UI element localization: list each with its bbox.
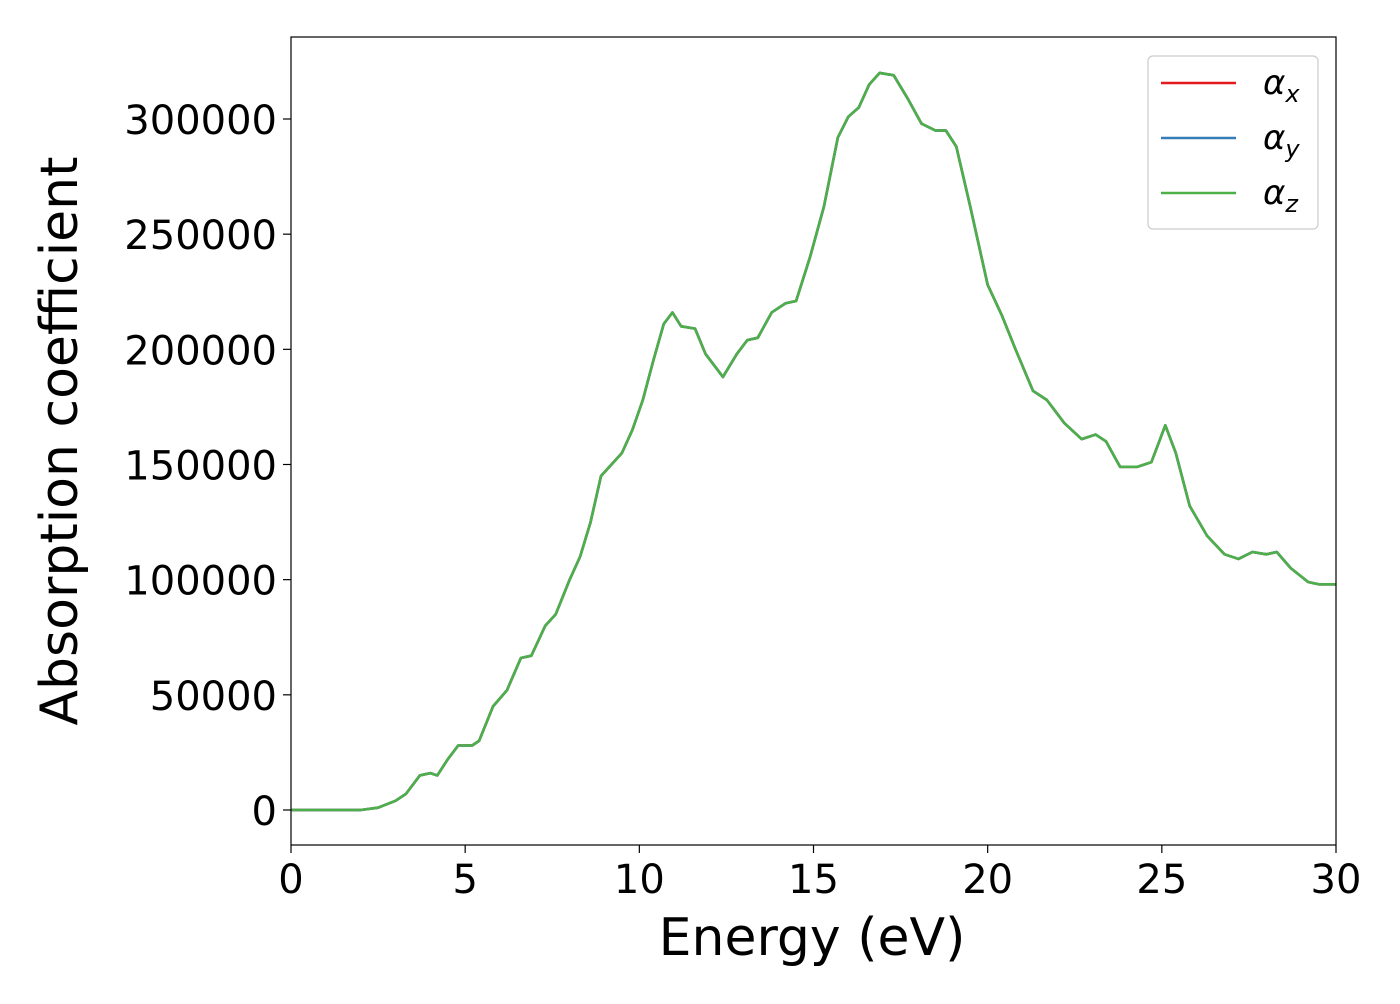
x-tick-label: 30 [1311,857,1362,903]
plot-frame [290,36,1337,846]
y-tick-label: 150000 [124,443,277,489]
x-tick-label: 15 [788,857,839,903]
y-tick-label: 0 [252,789,277,835]
x-tick-label: 25 [1136,857,1187,903]
legend-subscript: z [1284,190,1299,218]
legend-box [1147,55,1319,230]
y-axis-label: Absorption coefficient [30,156,90,725]
y-tick-label: 300000 [124,98,277,144]
legend-subscript: x [1284,80,1300,108]
y-tick-label: 250000 [124,213,277,259]
x-tick-label: 5 [452,857,477,903]
data-line [291,71,1336,812]
x-axis-label: Energy (eV) [659,908,966,968]
y-tick-label: 200000 [124,328,277,374]
y-tick-label: 100000 [124,559,277,605]
x-tick-label: 20 [962,857,1013,903]
x-tick-label: 0 [278,857,303,903]
legend-subscript: y [1284,135,1300,163]
x-tick-label: 10 [614,857,665,903]
legend-label: αz [1263,173,1299,218]
y-tick-label: 50000 [150,674,277,720]
